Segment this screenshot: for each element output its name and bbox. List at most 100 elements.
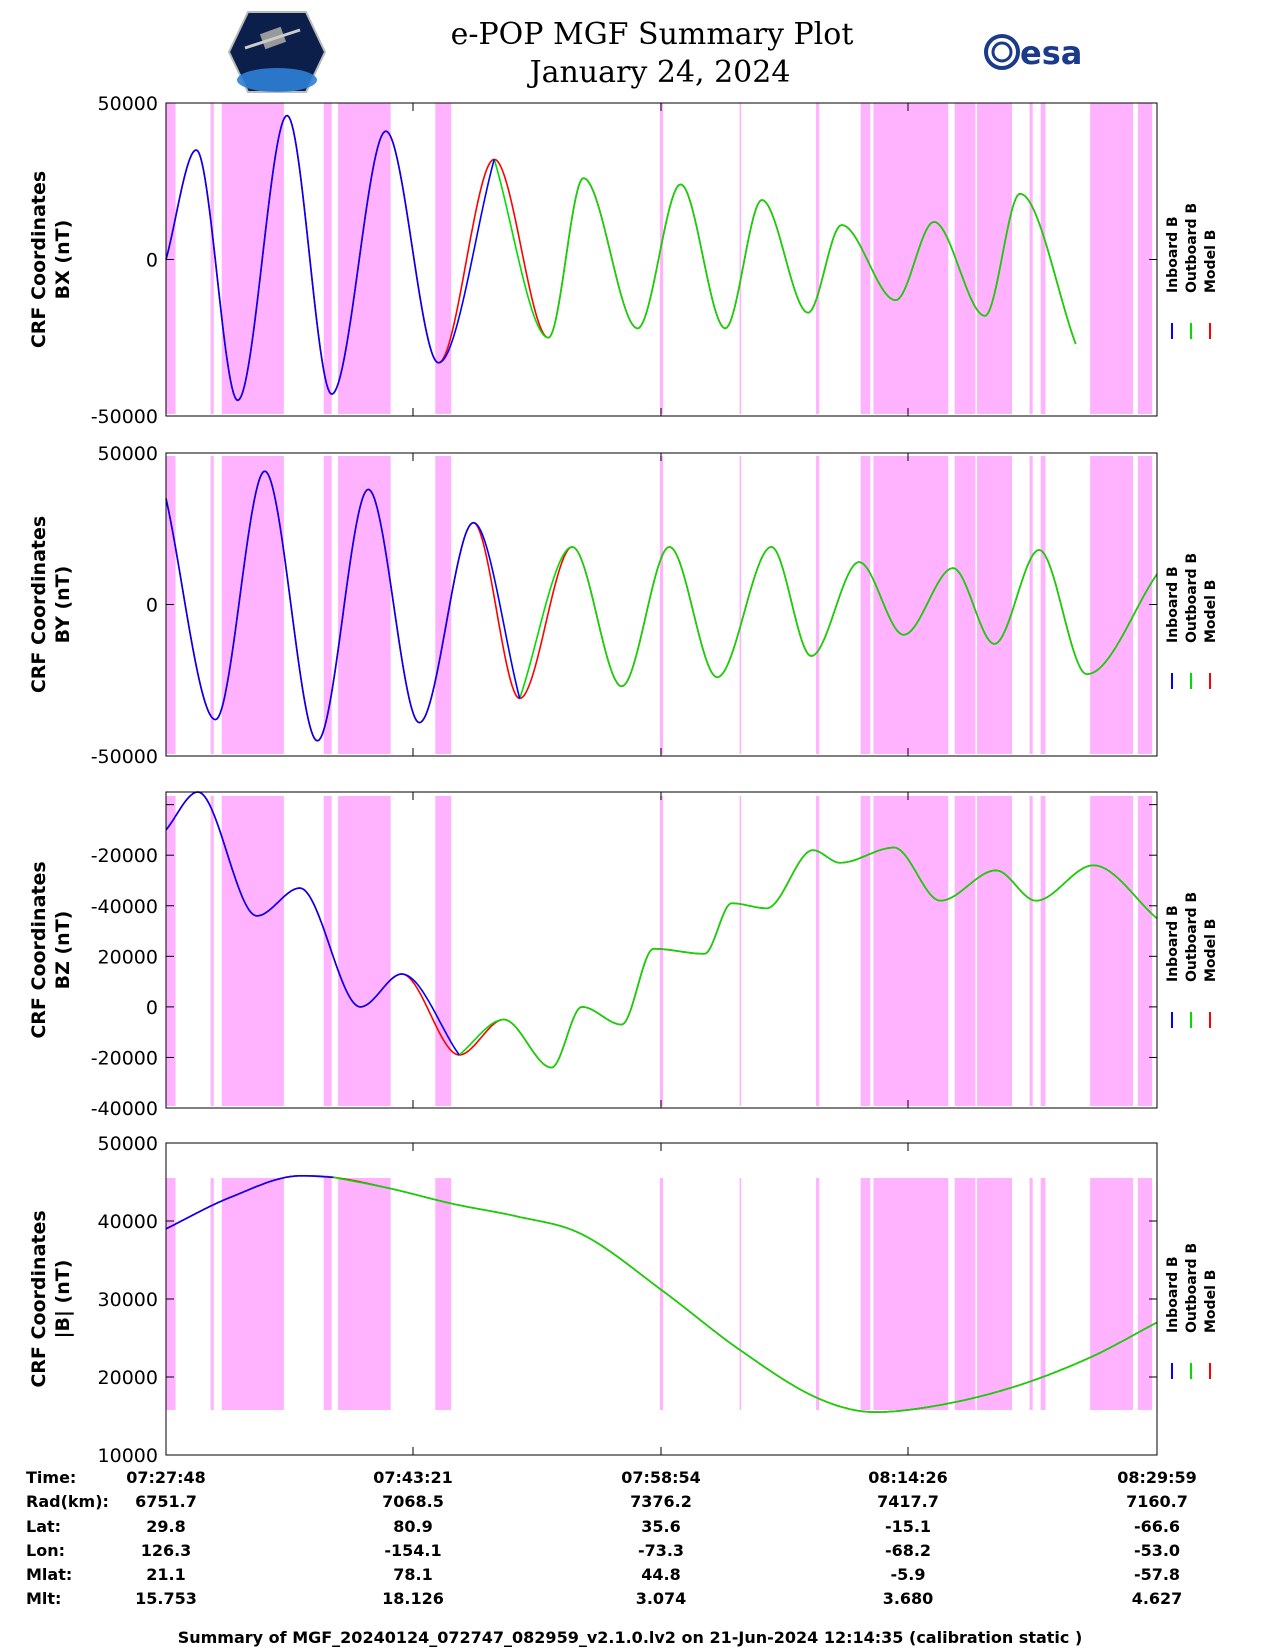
shade-interval [435, 103, 452, 414]
ephem-value: -57.8 [1134, 1565, 1180, 1584]
y-tick-label: -50000 [91, 746, 158, 768]
shade-interval [860, 456, 871, 754]
legend-label: Inboard B [1165, 905, 1181, 982]
legend-label: Model B [1203, 230, 1219, 293]
shade-interval [976, 796, 1013, 1106]
ephem-value: 3.680 [883, 1589, 934, 1608]
series-outboard-b [493, 159, 1077, 345]
legend-label: Outboard B [1184, 553, 1200, 643]
shade-interval [1029, 103, 1033, 414]
shade-interval [1137, 796, 1153, 1106]
ephem-value: -154.1 [384, 1541, 441, 1560]
shade-interval [659, 456, 664, 754]
y-axis-label-line1: CRF Coordinates [28, 861, 50, 1038]
shade-interval [816, 456, 820, 754]
shade-interval [860, 1178, 871, 1410]
ephem-value: 08:29:59 [1117, 1468, 1197, 1487]
shade-interval [659, 796, 664, 1106]
ephem-value: -73.3 [638, 1541, 684, 1560]
ephem-value: 7068.5 [382, 1492, 444, 1511]
title-line2: January 24, 2024 [527, 55, 791, 90]
title-line1: e-POP MGF Summary Plot [451, 17, 854, 52]
y-axis-label-line2: BZ (nT) [52, 911, 74, 990]
shade-interval [1090, 456, 1134, 754]
ephem-value: 7160.7 [1126, 1492, 1188, 1511]
shade-interval [659, 1178, 664, 1410]
shade-interval [323, 456, 332, 754]
y-axis-label-line2: BY (nT) [52, 566, 74, 644]
y-axis-label-line2: BX (nT) [52, 220, 74, 300]
shade-interval [873, 456, 949, 754]
shade-interval [221, 796, 284, 1106]
ephem-value: 35.6 [641, 1517, 680, 1536]
shade-interval [323, 796, 332, 1106]
series-inboard-b [165, 791, 460, 1056]
ephem-value: -5.9 [891, 1565, 926, 1584]
y-tick-label: 10000 [98, 1445, 158, 1467]
panel-1: -50000 0 50000 CRF Coordinates BX (nT) Inboar… [28, 93, 1219, 428]
legend-label: Outboard B [1184, 892, 1200, 982]
shade-interval [1029, 456, 1033, 754]
ephem-value: 21.1 [146, 1565, 185, 1584]
ephem-value: -66.6 [1134, 1517, 1180, 1536]
legend-label: Outboard B [1184, 203, 1200, 293]
ephem-value: 126.3 [141, 1541, 192, 1560]
shade-interval [210, 1178, 214, 1410]
shade-interval [1090, 103, 1134, 414]
shade-interval [221, 456, 284, 754]
y-tick-label: -40000 [91, 1098, 158, 1120]
shade-interval [659, 103, 664, 414]
ephem-value: 4.627 [1132, 1589, 1183, 1608]
cassiope-logo [227, 11, 327, 93]
panel-3: -40000 -20000 0 20000 -40000 -20000 CRF Coordi… [28, 791, 1219, 1120]
ephem-value: 08:14:26 [868, 1468, 948, 1487]
ephem-value: 15.753 [135, 1589, 197, 1608]
shade-interval [1137, 1178, 1153, 1410]
ephem-row-label: Time: [26, 1468, 76, 1487]
ephem-row-label: Lat: [26, 1517, 61, 1536]
shade-interval [323, 103, 332, 414]
legend-label: Model B [1203, 1270, 1219, 1333]
shade-interval [739, 796, 742, 1106]
shade-interval [816, 796, 820, 1106]
y-tick-label: 50000 [98, 443, 158, 465]
series-outboard-b [333, 1176, 1158, 1413]
y-tick-label: 50000 [98, 93, 158, 115]
panel-4: 10000 20000 30000 40000 50000 CRF Coordinates… [28, 1133, 1219, 1467]
series-inboard-b [165, 1175, 334, 1230]
shade-interval [816, 1178, 820, 1410]
ephem-value: 78.1 [393, 1565, 432, 1584]
shade-interval [1029, 1178, 1033, 1410]
series-outboard-b [518, 546, 1158, 699]
y-axis-label-line2: |B| (nT) [52, 1260, 74, 1339]
ephem-value: 07:58:54 [621, 1468, 701, 1487]
series-inboard-b [165, 114, 495, 402]
ephem-value: 44.8 [641, 1565, 680, 1584]
shade-interval [739, 1178, 742, 1410]
shade-interval [873, 1178, 949, 1410]
shade-interval [435, 796, 452, 1106]
legend-label: Outboard B [1184, 1243, 1200, 1333]
ephem-value: 07:43:21 [373, 1468, 453, 1487]
shade-interval [221, 103, 284, 414]
ephem-value: 3.074 [636, 1589, 687, 1608]
y-axis-label-line1: CRF Coordinates [28, 171, 50, 348]
y-axis-label-line1: CRF Coordinates [28, 1210, 50, 1387]
esa-logo: esa [984, 34, 1082, 72]
ephem-row-label: Rad(km): [26, 1492, 109, 1511]
y-axis-label-line1: CRF Coordinates [28, 516, 50, 693]
shade-interval [166, 1178, 176, 1410]
y-tick-label: -40000 [91, 896, 158, 918]
shade-interval [1137, 103, 1153, 414]
legend-label: Inboard B [1165, 566, 1181, 643]
shade-interval [1090, 796, 1134, 1106]
shade-interval [860, 103, 871, 414]
y-tick-label: -20000 [91, 1047, 158, 1069]
ephem-value: 7417.7 [877, 1492, 939, 1511]
ephem-row-label: Mlt: [26, 1589, 61, 1608]
shade-interval [739, 103, 742, 414]
legend-label: Model B [1203, 919, 1219, 982]
y-tick-label: 40000 [98, 1211, 158, 1233]
shade-interval [1040, 796, 1046, 1106]
